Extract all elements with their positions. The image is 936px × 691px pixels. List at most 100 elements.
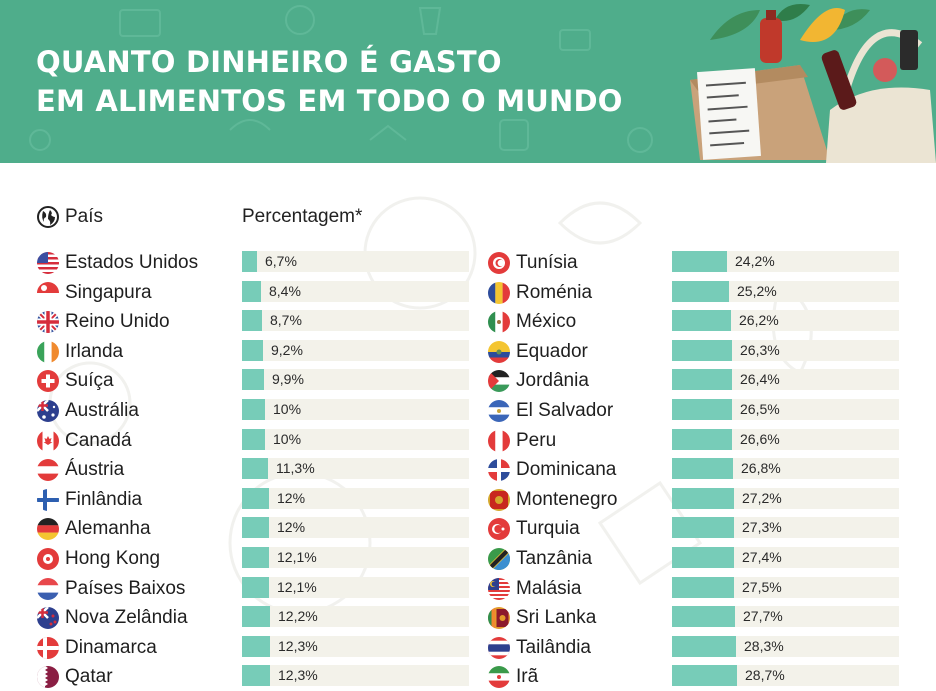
country-label: El Salvador [516,400,614,421]
page-title-line-1: QUANTO DINHEIRO É GASTO [36,45,502,79]
grocery-bag-illustration [690,4,936,163]
bar-track: 9,9% [242,369,469,391]
bar-track: 26,6% [672,428,899,450]
flag-switzerland-icon [37,370,59,393]
country-label: Tanzânia [516,548,593,569]
flag-ecuador-icon [488,340,510,363]
bar-value-label: 26,4% [740,371,780,388]
flag-hong-kong-icon [37,548,59,570]
bar [672,547,734,568]
bar-track: 8,7% [242,310,469,332]
flag-usa-icon [37,252,59,274]
bar [672,665,737,687]
country-label: Sri Lanka [516,607,597,629]
bar-value-label: 12,3% [278,637,318,654]
bar-track: 9,2% [242,339,469,361]
flag-jordan-icon [488,370,510,393]
flag-thailand-icon [488,636,510,659]
bar [242,399,265,420]
flag-australia-icon [37,400,59,422]
flag-canada-icon [37,429,59,452]
bar-value-label: 6,7% [265,253,297,269]
country-column-header: País [65,206,104,227]
flag-tunisia-icon [488,252,510,274]
bar [672,251,727,272]
bar-value-label: 27,2% [742,489,782,506]
country-label: Tunísia [516,252,578,273]
bar [242,487,269,509]
country-label: Montenegro [516,488,618,510]
country-label: Países Baixos [65,577,186,599]
bar-track: 12,1% [242,547,469,568]
bar-value-label: 24,2% [735,253,775,269]
bar-track: 27,2% [672,487,899,509]
flag-romania-icon [488,281,510,304]
bar [242,665,270,687]
flag-austria-icon [37,459,59,482]
bar-track: 24,2% [672,251,899,272]
flag-uk-icon [37,311,59,334]
bar-value-label: 12,3% [278,667,318,684]
bar-value-label: 12,1% [277,578,317,595]
bar-value-label: 26,8% [741,460,781,477]
bar [242,517,269,539]
bar-value-label: 26,3% [740,341,780,358]
country-label: Alemanha [65,518,151,540]
flag-qatar-icon [37,666,59,689]
country-label: México [516,311,577,333]
bar [242,339,263,361]
bar-value-label: 8,4% [269,282,301,299]
bar [242,606,270,628]
bar [672,399,732,420]
bar [242,458,268,480]
bar-value-label: 12% [277,519,306,536]
bar-value-label: 27,3% [742,519,782,536]
flag-el-salvador-icon [488,400,510,422]
bar-value-label: 8,7% [270,312,302,329]
flag-sri-lanka-icon [488,607,510,630]
country-label: Dinamarca [65,636,157,658]
percent-column-header: Percentagem* [242,206,363,227]
bar [672,428,732,450]
flag-germany-icon [37,518,59,541]
header-banner: QUANTO DINHEIRO É GASTO EM ALIMENTOS EM … [0,0,936,163]
flag-denmark-icon [37,636,59,659]
bar-track: 12,3% [242,635,469,657]
bar-value-label: 26,6% [740,430,780,447]
bar [672,635,736,657]
bar-track: 27,3% [672,517,899,539]
bar [242,428,265,450]
bar-value-label: 9,9% [272,371,304,388]
bar [242,635,270,657]
bar [242,280,261,302]
bar-track: 8,4% [242,280,469,302]
bar-track: 12% [242,517,469,539]
bar [672,369,732,391]
flag-finland-icon [37,488,59,511]
bar-value-label: 26,5% [740,401,780,417]
country-label: Suíça [65,370,114,392]
bar [242,576,269,598]
bar-track: 6,7% [242,251,469,272]
country-label: Nova Zelândia [65,607,188,629]
bar-value-label: 12% [277,489,306,506]
bar-value-label: 27,7% [743,608,783,625]
wine-bottle-icon [821,50,857,110]
flag-new-zealand-icon [37,607,59,630]
country-label: Reino Unido [65,311,170,333]
bar-value-label: 25,2% [737,282,777,299]
bar-value-label: 28,7% [745,667,785,684]
country-label: Singapura [65,281,152,303]
bar-value-label: 9,2% [271,341,303,358]
bar [242,310,262,332]
bar-track: 26,5% [672,399,899,420]
bar [672,606,735,628]
country-label: Equador [516,340,588,362]
flag-peru-icon [488,429,510,452]
bar-value-label: 26,2% [739,312,779,329]
country-label: Qatar [65,666,113,688]
country-label: Irã [516,666,539,688]
bar [672,517,734,539]
bar [242,251,257,272]
